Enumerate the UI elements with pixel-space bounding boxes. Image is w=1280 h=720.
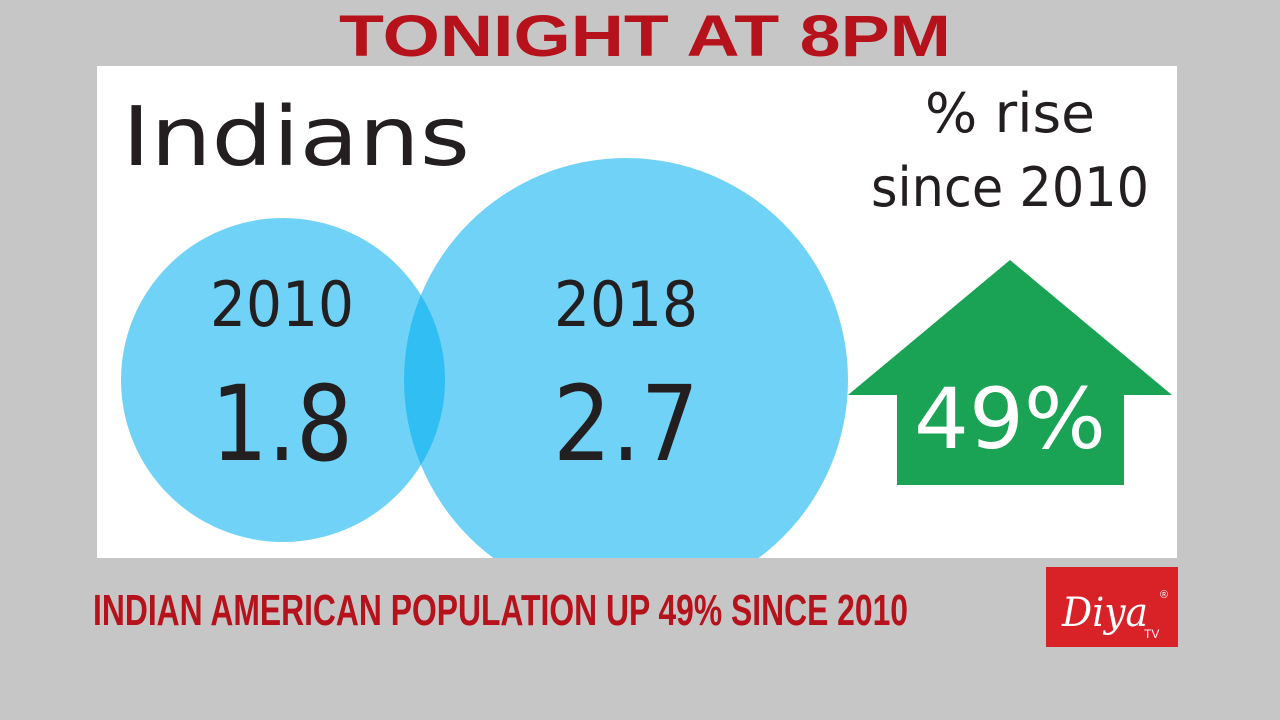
- rise-arrow: [848, 260, 1172, 485]
- circle-year: 2010: [210, 268, 354, 341]
- logo-mark: ®: [1160, 589, 1168, 601]
- circle-value: 2.7: [553, 363, 699, 485]
- logo-box: [1046, 567, 1178, 647]
- circle-2010: [121, 218, 445, 542]
- caption: INDIAN AMERICAN POPULATION UP 49% SINCE …: [93, 586, 908, 635]
- circles: [121, 158, 848, 558]
- graphic-title: Indians: [122, 90, 470, 185]
- circle-year: 2018: [554, 268, 698, 341]
- circle-2018: [404, 158, 848, 558]
- rise-label: % rise: [925, 82, 1095, 145]
- logo-name: Diya: [1061, 590, 1148, 636]
- circle-value: 1.8: [211, 363, 353, 485]
- rise-label: since 2010: [871, 156, 1149, 219]
- rise-value: 49%: [914, 370, 1106, 468]
- logo-sub: TV: [1144, 627, 1159, 641]
- banner-title: TONIGHT AT 8PM: [339, 4, 951, 69]
